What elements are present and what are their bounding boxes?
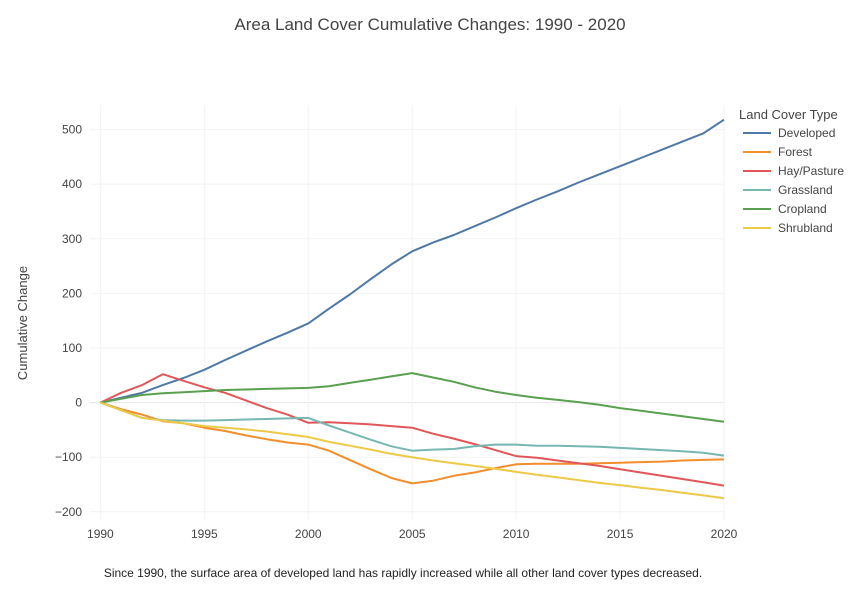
series-line-forest[interactable] — [100, 401, 725, 485]
x-tick-label: 2020 — [711, 527, 738, 541]
y-tick-label: 100 — [62, 341, 82, 355]
x-tick-label: 2005 — [399, 527, 426, 541]
series-line-cropland[interactable] — [100, 372, 725, 423]
y-axis-ticks: −200 −100 0 100 200 300 400 500 — [55, 123, 82, 519]
chart-caption: Since 1990, the surface area of develope… — [104, 566, 702, 580]
legend-label: Forest — [778, 145, 813, 159]
legend-label: Grassland — [778, 183, 833, 197]
y-tick-label: 300 — [62, 232, 82, 246]
series-line-developed[interactable] — [100, 118, 725, 404]
y-tick-label: 0 — [75, 396, 82, 410]
legend-label: Cropland — [778, 202, 827, 216]
x-axis-ticks: 1990 1995 2000 2005 2010 2015 2020 — [87, 527, 738, 541]
legend-item-shrubland[interactable]: Shrubland — [743, 221, 833, 235]
legend-item-grassland[interactable]: Grassland — [743, 183, 833, 197]
grid — [90, 105, 725, 520]
x-tick-label: 1995 — [191, 527, 218, 541]
series-line-hay-pasture[interactable] — [99, 373, 725, 487]
x-tick-label: 2010 — [503, 527, 530, 541]
legend-label: Shrubland — [778, 221, 833, 235]
x-tick-label: 2015 — [607, 527, 634, 541]
legend-label: Hay/Pasture — [778, 164, 844, 178]
chart-title: Area Land Cover Cumulative Changes: 1990… — [234, 15, 625, 34]
x-tick-label: 2000 — [295, 527, 322, 541]
legend-item-forest[interactable]: Forest — [743, 145, 813, 159]
legend-item-hay-pasture[interactable]: Hay/Pasture — [743, 164, 844, 178]
legend-title: Land Cover Type — [739, 107, 838, 122]
y-axis-title: Cumulative Change — [15, 266, 30, 380]
y-tick-label: 400 — [62, 177, 82, 191]
y-tick-label: 500 — [62, 123, 82, 137]
legend-item-cropland[interactable]: Cropland — [743, 202, 827, 216]
legend-label: Developed — [778, 126, 835, 140]
y-tick-label: 200 — [62, 286, 82, 300]
y-tick-label: −200 — [55, 505, 82, 519]
legend[interactable]: Developed Forest Hay/Pasture Grassland Cropl… — [743, 126, 844, 235]
series-line-shrubland[interactable] — [100, 401, 725, 500]
series-line-grassland[interactable] — [100, 401, 725, 457]
series-lines — [99, 118, 725, 500]
x-tick-label: 1990 — [87, 527, 114, 541]
y-tick-label: −100 — [55, 450, 82, 464]
legend-item-developed[interactable]: Developed — [743, 126, 835, 140]
